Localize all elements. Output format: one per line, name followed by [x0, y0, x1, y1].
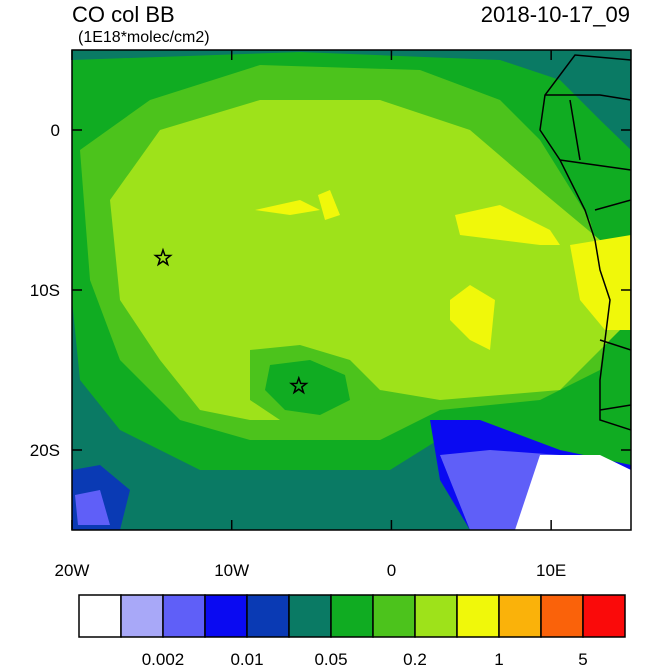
colorbar-label: 0.05 [314, 650, 347, 667]
colorbar-label: 0.002 [142, 650, 185, 667]
y-tick-label: 20S [30, 441, 60, 460]
colorbar-box [372, 594, 416, 638]
y-tick-label: 10S [30, 281, 60, 300]
colorbar-box [162, 594, 206, 638]
y-tick-label: 0 [51, 121, 60, 140]
field [72, 50, 631, 530]
colorbar-label: 1 [494, 650, 503, 667]
colorbar-box [204, 594, 248, 638]
colorbar-box [498, 594, 542, 638]
colorbar-label: 0.2 [403, 650, 427, 667]
x-tick-label: 10E [536, 561, 566, 580]
colorbar-box [414, 594, 458, 638]
colorbar-box [288, 594, 332, 638]
colorbar-label: 0.01 [230, 650, 263, 667]
colorbar-label: 5 [578, 650, 587, 667]
units: (1E18*molec/cm2) [78, 29, 210, 46]
colorbar-box [540, 594, 584, 638]
station-marker [153, 247, 173, 267]
x-tick-label: 10W [214, 561, 249, 580]
station-marker [289, 375, 309, 395]
colorbar-box [120, 594, 164, 638]
colorbar-box [582, 594, 626, 638]
colorbar-box [246, 594, 290, 638]
date: 2018-10-17_09 [481, 2, 630, 27]
colorbar-box [330, 594, 374, 638]
colorbar-box [456, 594, 500, 638]
x-tick-label: 20W [55, 561, 90, 580]
x-tick-label: 0 [387, 561, 396, 580]
colorbar-box [78, 594, 122, 638]
title: CO col BB [72, 2, 175, 27]
